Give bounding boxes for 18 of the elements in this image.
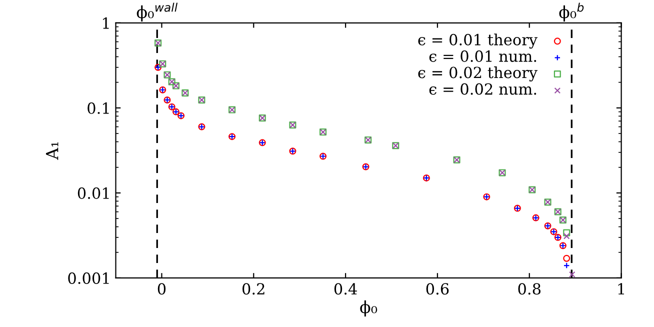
x-tick-label: 0.8 — [518, 283, 541, 295]
y-tick-label: 0.1 — [88, 102, 109, 114]
legend-label: ϵ = 0.01 theory — [418, 34, 538, 49]
x-tick-label: 0.4 — [334, 283, 357, 295]
x-tick-label: 0 — [158, 283, 166, 295]
x-tick-label: 1 — [618, 283, 624, 294]
x-tick-label: 0.6 — [426, 283, 449, 295]
y-axis-title: A₁ — [46, 142, 58, 160]
x-axis-title: ϕ₀ — [360, 300, 378, 317]
y-tick-label: 1 — [103, 17, 109, 29]
y-tick-label: 0.001 — [68, 272, 109, 284]
y-tick-label: 0.01 — [78, 187, 109, 199]
legend-label: ϵ = 0.02 theory — [418, 66, 538, 82]
legend-label: ϵ = 0.01 num. — [429, 50, 536, 62]
ref-line-label: ϕ₀$^{wall}$ — [136, 2, 178, 22]
ref-line-label: ϕ₀$^{b}$ — [559, 2, 584, 22]
legend-label: ϵ = 0.02 num. — [429, 83, 536, 95]
x-tick-label: 0.2 — [242, 283, 264, 295]
